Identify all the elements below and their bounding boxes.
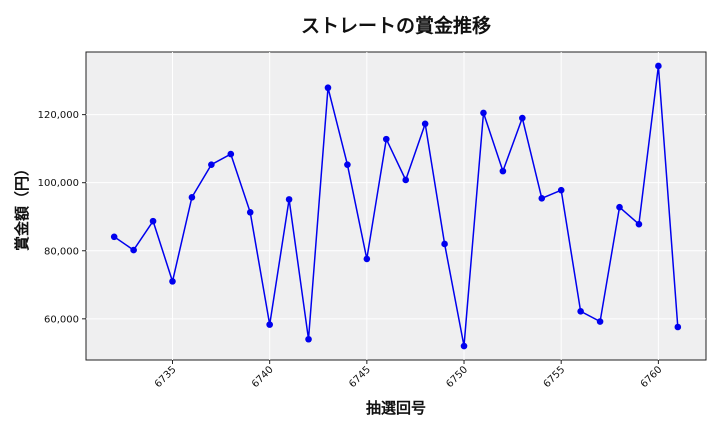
- data-point: [616, 203, 623, 211]
- x-tick-label: 6735: [153, 364, 179, 390]
- data-point: [285, 196, 293, 203]
- data-point: [596, 318, 604, 325]
- data-point: [441, 240, 448, 248]
- x-tick-label: 6760: [639, 364, 665, 390]
- data-point: [149, 217, 157, 225]
- data-point: [130, 246, 137, 254]
- data-point: [519, 114, 526, 122]
- x-axis-label: 抽選回号: [366, 399, 426, 417]
- data-point: [266, 321, 273, 328]
- data-point: [480, 109, 487, 117]
- data-point: [577, 308, 584, 315]
- data-point: [324, 84, 332, 92]
- y-tick-label: 120,000: [38, 110, 79, 121]
- data-point: [402, 176, 410, 184]
- data-point: [227, 150, 235, 158]
- data-point: [208, 161, 215, 168]
- data-point: [363, 255, 371, 263]
- data-point: [557, 186, 565, 194]
- x-tick-label: 6750: [444, 364, 470, 390]
- y-tick-label: 60,000: [44, 314, 79, 325]
- data-point: [499, 167, 507, 175]
- x-tick-label: 6755: [542, 364, 568, 390]
- x-tick-label: 6745: [347, 364, 373, 390]
- data-series: [110, 62, 682, 350]
- data-point: [674, 323, 682, 331]
- data-point: [188, 194, 196, 201]
- x-tick-label: 6740: [250, 364, 276, 390]
- data-point: [635, 220, 643, 228]
- data-point: [246, 208, 254, 216]
- y-tick-label: 80,000: [44, 246, 79, 257]
- data-point: [344, 161, 351, 168]
- series-line: [113, 65, 679, 347]
- data-point: [305, 335, 312, 343]
- grid-lines: [86, 52, 706, 360]
- data-point: [460, 342, 468, 350]
- data-point: [382, 135, 390, 143]
- y-tick-label: 100,000: [38, 178, 79, 189]
- data-point: [421, 120, 429, 128]
- plot-area: [85, 51, 707, 361]
- y-axis-label: 賞金額（円）: [13, 161, 31, 251]
- data-point: [110, 233, 118, 241]
- data-point: [655, 62, 662, 70]
- data-point: [169, 278, 176, 285]
- chart-title: ストレートの賞金推移: [301, 14, 491, 37]
- data-point: [538, 195, 546, 202]
